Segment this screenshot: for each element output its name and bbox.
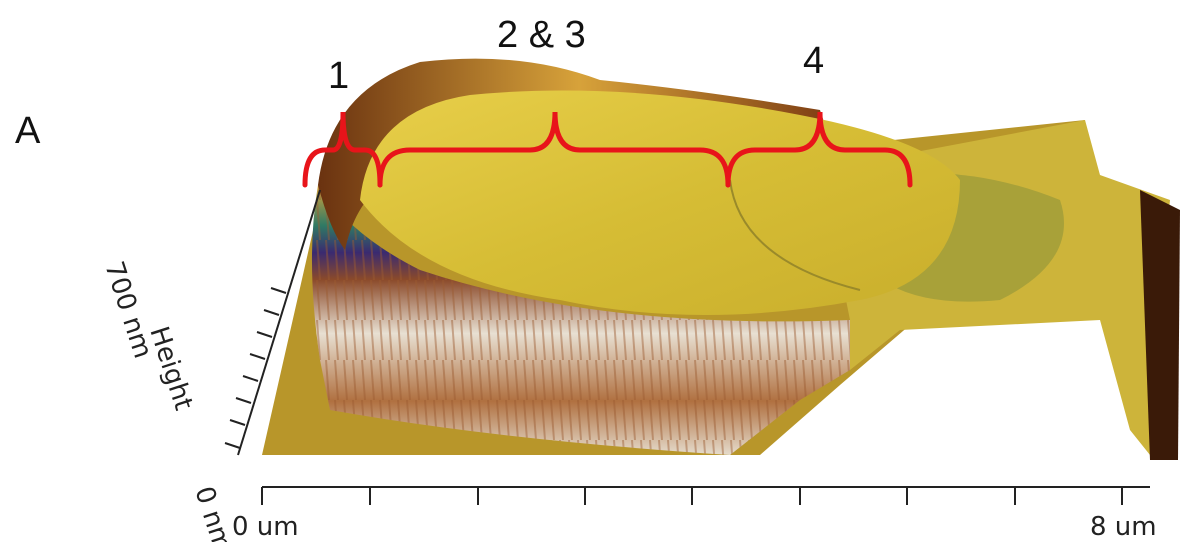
x-start-label: 0 um (232, 512, 299, 542)
z-axis-title: Height (143, 323, 198, 414)
region-label: 2 & 3 (497, 14, 586, 56)
x-end-label: 8 um (1090, 512, 1157, 542)
region-label: 1 (328, 55, 349, 97)
x-axis-ticks (262, 487, 1122, 505)
region-label: 4 (803, 40, 824, 82)
panel-label: A (15, 110, 41, 152)
afm-figure: 700 nm Height 0 nm 0 um 8 um A 1 2 & 3 4 (0, 0, 1197, 542)
z-min-label: 0 nm (188, 483, 237, 542)
